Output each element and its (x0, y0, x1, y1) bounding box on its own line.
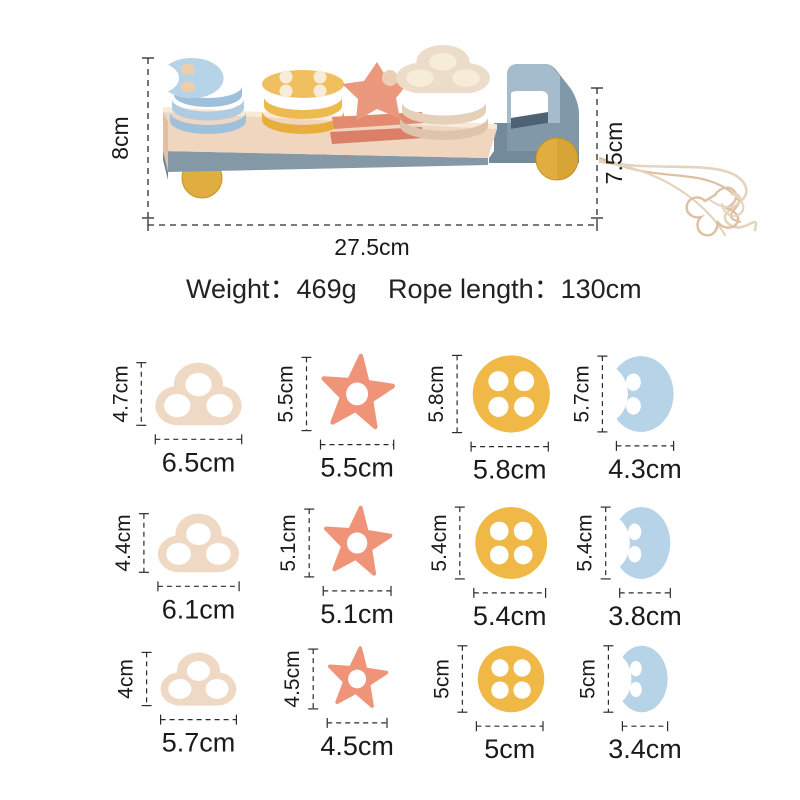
svg-text:6.1cm: 6.1cm (162, 594, 236, 624)
svg-text:5.5cm: 5.5cm (275, 365, 298, 422)
svg-text:5.8cm: 5.8cm (473, 455, 547, 485)
svg-text:5.8cm: 5.8cm (425, 365, 448, 422)
svg-text:4cm: 4cm (115, 659, 138, 699)
svg-text:5.4cm: 5.4cm (428, 514, 451, 571)
svg-text:4.4cm: 4.4cm (112, 514, 135, 571)
svg-text:3.8cm: 3.8cm (608, 601, 682, 631)
svg-text:Weight：469g: Weight：469g (186, 274, 357, 304)
svg-text:27.5cm: 27.5cm (334, 234, 409, 260)
svg-text:5cm: 5cm (430, 659, 453, 699)
svg-text:5.7cm: 5.7cm (570, 365, 593, 422)
svg-text:3.4cm: 3.4cm (608, 734, 682, 764)
svg-text:8cm: 8cm (107, 116, 133, 159)
svg-text:7.5cm: 7.5cm (601, 122, 627, 185)
svg-text:5.7cm: 5.7cm (162, 728, 236, 758)
svg-text:5.1cm: 5.1cm (277, 514, 300, 571)
svg-text:4.7cm: 4.7cm (109, 365, 132, 422)
svg-text:Rope length：130cm: Rope length：130cm (388, 274, 642, 304)
svg-text:5.4cm: 5.4cm (574, 514, 597, 571)
svg-text:4.5cm: 4.5cm (320, 731, 394, 761)
svg-text:5.4cm: 5.4cm (473, 601, 547, 631)
svg-text:5cm: 5cm (484, 734, 535, 764)
svg-text:4.5cm: 4.5cm (281, 650, 304, 707)
svg-text:5.1cm: 5.1cm (320, 599, 394, 629)
svg-text:5cm: 5cm (576, 659, 599, 699)
svg-text:4.3cm: 4.3cm (608, 454, 682, 484)
svg-text:5.5cm: 5.5cm (320, 453, 394, 483)
svg-text:6.5cm: 6.5cm (162, 447, 236, 477)
